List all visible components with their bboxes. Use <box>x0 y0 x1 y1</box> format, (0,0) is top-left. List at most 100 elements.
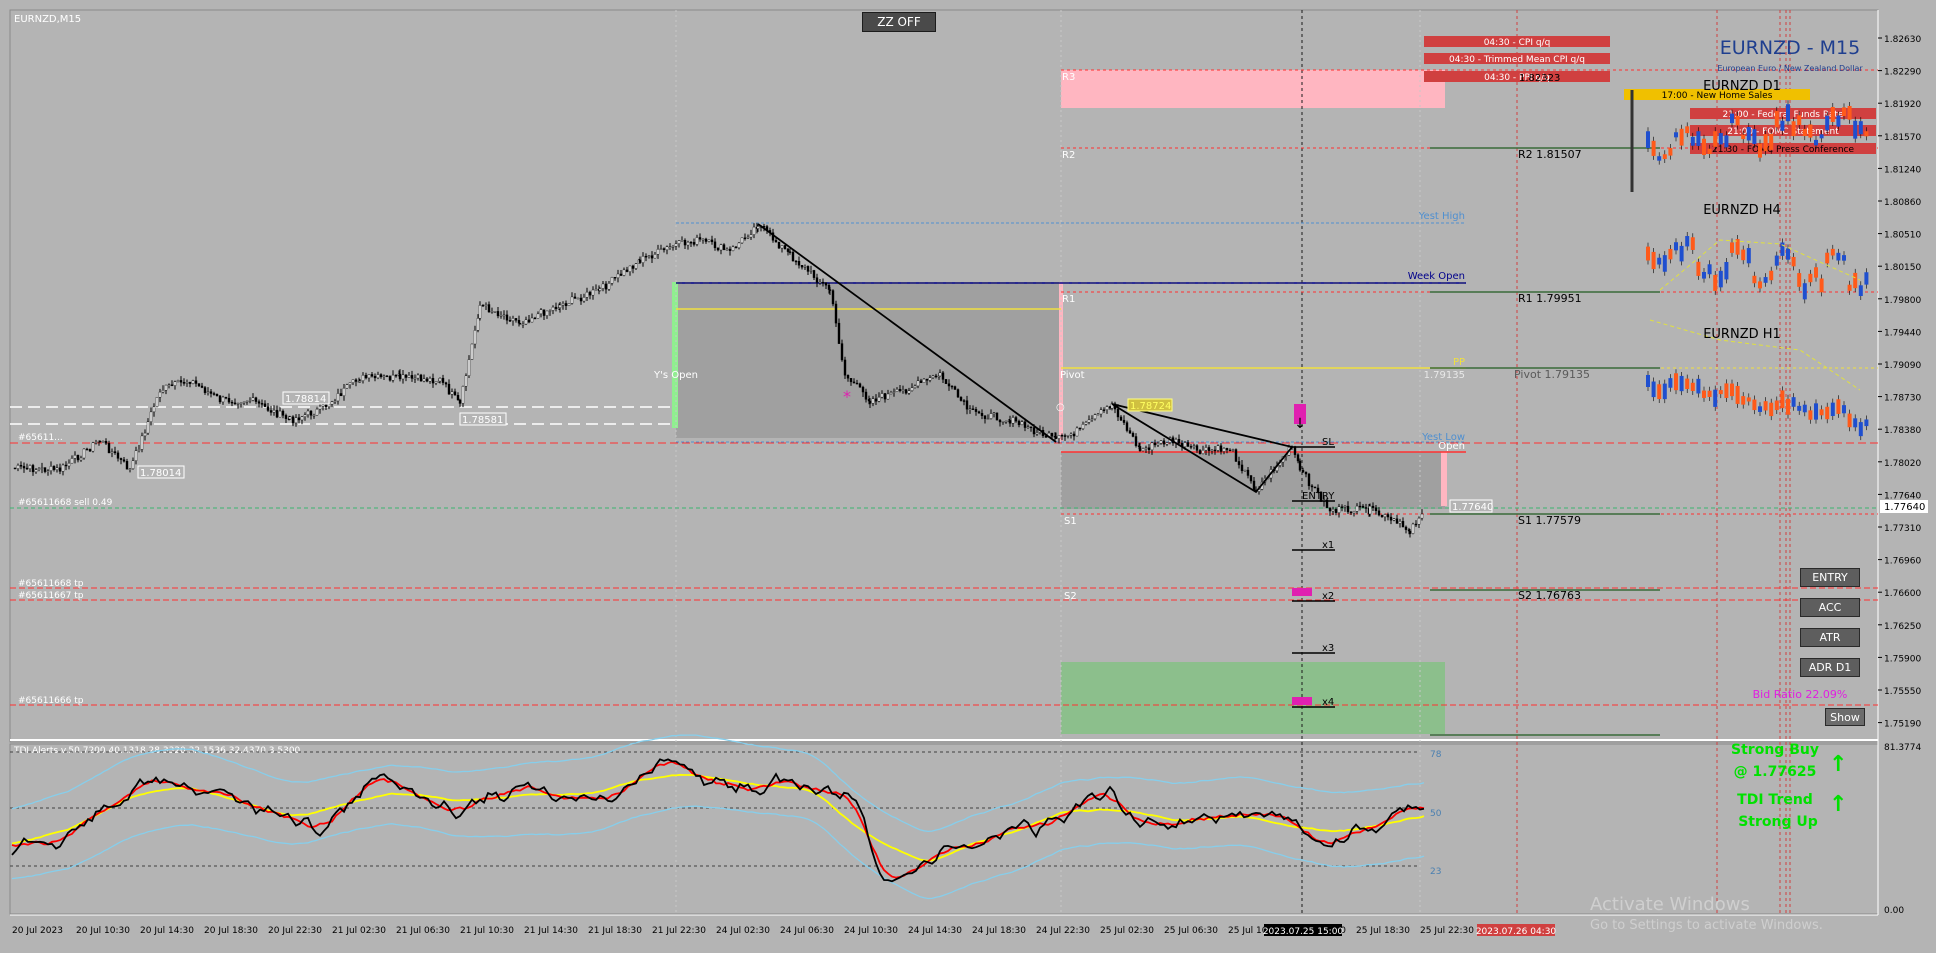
symbol-label: EURNZD,M15 <box>14 14 82 25</box>
entry-button[interactable]: ENTRY <box>1800 568 1860 587</box>
price-axis-label: 1.80510 <box>1884 231 1921 241</box>
current-price: 1.77640 <box>1884 502 1925 513</box>
current-price-box <box>1880 500 1928 513</box>
r3-value: 1.82323 <box>1519 73 1560 84</box>
price-axis: 1.82630 1.82290 1.81920 1.81570 1.81240 1.808… <box>1878 35 1921 730</box>
tdi-upper-band <box>11 734 1425 833</box>
price-tag: 1.78724 <box>1127 398 1173 412</box>
price-axis-label: 1.76250 <box>1884 622 1921 632</box>
svg-text:1.78014: 1.78014 <box>140 468 181 479</box>
x3-mark: x3 <box>1322 643 1334 654</box>
time-axis-label: 24 Jul 10:30 <box>844 926 898 936</box>
indicator-panel <box>9 743 1879 915</box>
news-item: 04:30 - PPI q/q <box>1484 73 1550 83</box>
zz-toggle-button[interactable]: ZZ OFF <box>862 12 936 32</box>
tdi-lower-band <box>11 805 1425 900</box>
indicator-level-23: 23 <box>1430 867 1441 877</box>
price-axis-label: 1.82290 <box>1884 68 1921 78</box>
time-event-label: 2023.07.26 04:30 <box>1476 927 1557 937</box>
time-axis-label: 24 Jul 18:30 <box>972 926 1026 936</box>
price-axis-label: 1.82630 <box>1884 35 1921 45</box>
time-axis-label: 25 Jul 22:30 <box>1420 926 1474 936</box>
pp-value-label: 1.79135 <box>1424 370 1465 381</box>
chart-subtitle: European Euro / New Zealand Dollar <box>1717 64 1863 73</box>
time-axis-label: 21 Jul 06:30 <box>396 926 450 936</box>
price-tag: 1.78814 <box>282 391 330 405</box>
news-item: 21:00 - Federal Funds Rate <box>1723 110 1844 120</box>
zone-label-r3: R3 <box>1062 72 1075 83</box>
time-axis-label: 20 Jul 10:30 <box>76 926 130 936</box>
pivot-level-pivot: Pivot 1.79135 <box>1514 368 1590 381</box>
sell-order-label: #65611668 sell 0.49 <box>18 498 113 508</box>
watermark-subtitle: Go to Settings to activate Windows. <box>1590 918 1823 933</box>
sl-mark: SL <box>1322 437 1334 448</box>
x2-mark: x2 <box>1322 591 1334 602</box>
price-tag: 1.78014 <box>137 465 185 479</box>
time-axis-label: 24 Jul 22:30 <box>1036 926 1090 936</box>
price-candles <box>13 222 1424 538</box>
price-axis-label: 1.78020 <box>1884 459 1921 469</box>
signal-line-4: Strong Up <box>1738 814 1818 830</box>
ys-range-zone <box>676 282 1061 438</box>
news-item: 21:30 - FOMC Press Conference <box>1712 145 1855 155</box>
star-icon: * <box>843 387 851 406</box>
tdi-price-line <box>11 758 1425 883</box>
yest-low-label: Yest Low <box>1421 432 1465 443</box>
tp-label-67: #65611667 tp <box>18 591 84 601</box>
time-axis-label: 21 Jul 18:30 <box>588 926 642 936</box>
price-axis-label: 1.76600 <box>1884 589 1921 599</box>
time-axis-label: 20 Jul 14:30 <box>140 926 194 936</box>
time-axis-label: 25 Jul 06:30 <box>1164 926 1218 936</box>
price-axis-label: 1.78380 <box>1884 426 1921 436</box>
pivot-level-r1: R1 1.79951 <box>1518 292 1582 305</box>
mini-chart-label-h1: EURNZD H1 <box>1703 327 1781 342</box>
indicator-level-78: 78 <box>1430 750 1442 760</box>
open-bar <box>1441 452 1447 506</box>
price-axis-label: 1.75190 <box>1884 720 1921 730</box>
time-axis-label: 21 Jul 22:30 <box>652 926 706 936</box>
time-axis-label: 25 Jul 10:30 <box>1228 926 1282 936</box>
price-axis-label: 1.80150 <box>1884 263 1921 273</box>
signal-line-1: Strong Buy <box>1731 742 1819 758</box>
x1-mark: x1 <box>1322 540 1334 551</box>
show-button[interactable]: Show <box>1825 708 1865 726</box>
tp-zone <box>1061 662 1445 734</box>
atr-button[interactable]: ATR <box>1800 628 1860 647</box>
zone-label-s1: S1 <box>1064 516 1077 527</box>
time-axis: 20 Jul 2023 20 Jul 10:30 20 Jul 14:30 20 Ju… <box>12 926 1474 936</box>
price-axis-label: 1.81570 <box>1884 133 1921 143</box>
trendline-down <box>757 223 1057 443</box>
watermark-title: Activate Windows <box>1590 894 1750 915</box>
price-tag: 1.77640 <box>1449 499 1493 513</box>
time-axis-label: 24 Jul 02:30 <box>716 926 770 936</box>
news-item: 21:00 - FOMC Statement <box>1727 127 1839 137</box>
adr-d1-button[interactable]: ADR D1 <box>1800 658 1860 677</box>
price-tag: 1.78581 <box>459 412 507 426</box>
pivot-level-s1: S1 1.77579 <box>1518 514 1581 527</box>
zone-label-r2: R2 <box>1062 150 1075 161</box>
zone-label-s2: S2 <box>1064 591 1077 602</box>
news-item: 04:30 - Trimmed Mean CPI q/q <box>1449 55 1585 65</box>
price-axis-label: 1.81240 <box>1884 165 1921 175</box>
price-axis-label: 1.75550 <box>1884 687 1921 697</box>
time-axis-label: 20 Jul 18:30 <box>204 926 258 936</box>
price-axis-label: 1.77310 <box>1884 524 1921 534</box>
svg-text:1.78814: 1.78814 <box>285 394 326 405</box>
pivot-bar <box>1059 282 1063 442</box>
acc-button[interactable]: ACC <box>1800 598 1860 617</box>
chart-title: EURNZD - M15 <box>1720 37 1860 59</box>
week-open-label: Week Open <box>1408 271 1465 282</box>
news-item: 17:00 - New Home Sales <box>1662 91 1773 101</box>
time-axis-label: 24 Jul 06:30 <box>780 926 834 936</box>
svg-text:1.78581: 1.78581 <box>462 415 503 426</box>
time-axis-label: 21 Jul 10:30 <box>460 926 514 936</box>
zone-label-pivot: Pivot <box>1060 370 1085 381</box>
price-axis-label: 1.80860 <box>1884 198 1921 208</box>
zone-label-ys-open: Y's Open <box>653 370 698 381</box>
today-range-zone <box>1061 452 1445 509</box>
price-axis-label: 1.77640 <box>1884 491 1921 501</box>
time-axis-label: 25 Jul 18:30 <box>1356 926 1410 936</box>
triangle-pattern <box>1111 403 1294 494</box>
